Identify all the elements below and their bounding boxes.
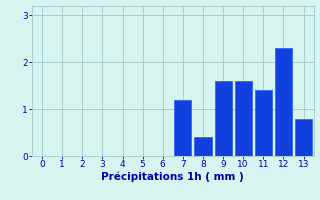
Bar bbox=[214, 81, 232, 156]
X-axis label: Précipitations 1h ( mm ): Précipitations 1h ( mm ) bbox=[101, 172, 244, 182]
Bar bbox=[195, 137, 212, 156]
Bar bbox=[295, 118, 312, 156]
Bar bbox=[275, 48, 292, 156]
Bar bbox=[174, 100, 191, 156]
Bar bbox=[255, 90, 272, 156]
Bar bbox=[235, 81, 252, 156]
